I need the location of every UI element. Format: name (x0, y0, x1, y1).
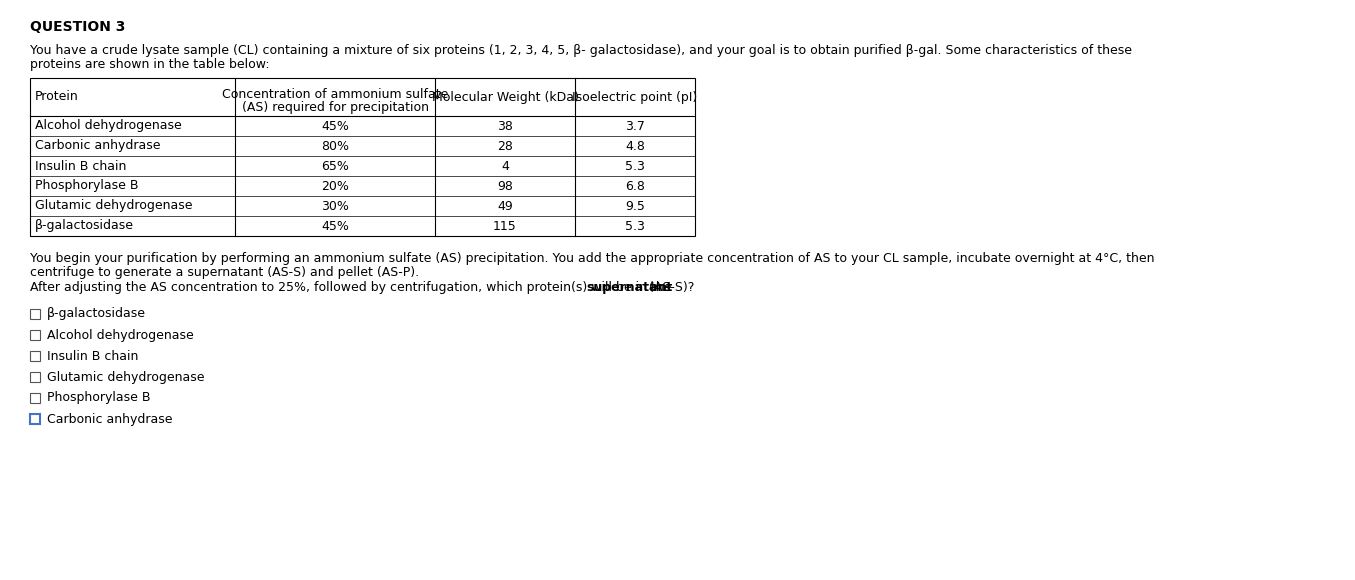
Bar (30, 309, 41, 319)
Text: 6.8: 6.8 (625, 179, 645, 193)
Bar (30, 78, 695, 236)
Text: 20%: 20% (321, 179, 350, 193)
Text: 98: 98 (497, 179, 514, 193)
Text: supernatant: supernatant (587, 281, 672, 294)
Text: 115: 115 (493, 219, 516, 233)
Text: Glutamic dehydrogenase: Glutamic dehydrogenase (47, 371, 205, 383)
Text: (AS) required for precipitation: (AS) required for precipitation (241, 101, 428, 114)
Text: 4: 4 (501, 160, 509, 172)
Text: Alcohol dehydrogenase: Alcohol dehydrogenase (35, 119, 182, 132)
Text: After adjusting the AS concentration to 25%, followed by centrifugation, which p: After adjusting the AS concentration to … (30, 281, 676, 294)
Text: 30%: 30% (321, 200, 350, 212)
Text: Concentration of ammonium sulfate: Concentration of ammonium sulfate (222, 88, 449, 101)
Text: 3.7: 3.7 (625, 119, 645, 132)
Text: 45%: 45% (321, 219, 350, 233)
Text: Isoelectric point (pI): Isoelectric point (pI) (572, 90, 698, 103)
Text: Phosphorylase B: Phosphorylase B (47, 392, 150, 404)
Bar (30, 330, 41, 340)
Text: Insulin B chain: Insulin B chain (35, 160, 126, 172)
Text: 65%: 65% (321, 160, 350, 172)
Text: 45%: 45% (321, 119, 350, 132)
Text: Protein: Protein (35, 90, 79, 103)
Text: 5.3: 5.3 (625, 219, 645, 233)
Text: You begin your purification by performing an ammonium sulfate (AS) precipitation: You begin your purification by performin… (30, 252, 1154, 265)
Bar (30, 351, 41, 361)
Text: You have a crude lysate sample (CL) containing a mixture of six proteins (1, 2, : You have a crude lysate sample (CL) cont… (30, 44, 1131, 57)
Text: Alcohol dehydrogenase: Alcohol dehydrogenase (47, 328, 194, 342)
Text: 80%: 80% (321, 140, 350, 153)
Text: QUESTION 3: QUESTION 3 (30, 20, 126, 34)
Text: (AS-S)?: (AS-S)? (645, 281, 694, 294)
Text: proteins are shown in the table below:: proteins are shown in the table below: (30, 58, 270, 71)
Bar (30, 393, 41, 403)
Text: 28: 28 (497, 140, 514, 153)
Bar (30, 414, 41, 424)
Text: 4.8: 4.8 (625, 140, 645, 153)
Text: Molecular Weight (kDa): Molecular Weight (kDa) (431, 90, 579, 103)
Text: Carbonic anhydrase: Carbonic anhydrase (47, 412, 172, 426)
Text: Glutamic dehydrogenase: Glutamic dehydrogenase (35, 200, 192, 212)
Text: 38: 38 (497, 119, 514, 132)
Text: Insulin B chain: Insulin B chain (47, 350, 138, 362)
Text: Carbonic anhydrase: Carbonic anhydrase (35, 140, 160, 153)
Bar (30, 372, 41, 382)
Text: β-galactosidase: β-galactosidase (47, 307, 146, 321)
Text: β-galactosidase: β-galactosidase (35, 219, 134, 233)
Text: Phosphorylase B: Phosphorylase B (35, 179, 138, 193)
Text: 9.5: 9.5 (625, 200, 645, 212)
Text: 5.3: 5.3 (625, 160, 645, 172)
Text: 49: 49 (497, 200, 514, 212)
Text: centrifuge to generate a supernatant (AS-S) and pellet (AS-P).: centrifuge to generate a supernatant (AS… (30, 266, 419, 279)
